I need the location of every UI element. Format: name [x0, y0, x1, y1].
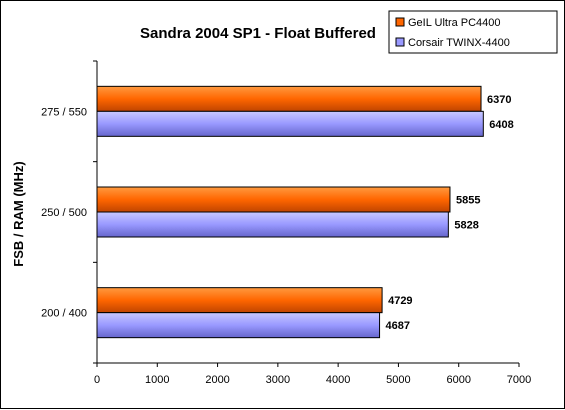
y-tick-label: 250 / 500: [41, 207, 87, 219]
data-label: 5828: [454, 220, 478, 232]
y-tick-label: 275 / 550: [41, 106, 87, 118]
data-label: 6408: [489, 119, 513, 131]
x-tick-label: 6000: [446, 374, 470, 386]
legend: GeIL Ultra PC4400 Corsair TWINX-4400: [388, 10, 558, 54]
bar-corsair: [96, 211, 449, 238]
bar-corsair: [96, 110, 484, 137]
x-tick-label: 7000: [507, 374, 531, 386]
x-tick-label: 3000: [266, 374, 290, 386]
x-tick-label: 5000: [386, 374, 410, 386]
legend-swatch-geil: [395, 17, 405, 27]
x-tick-label: 2000: [205, 374, 229, 386]
chart-title: Sandra 2004 SP1 - Float Buffered: [140, 25, 376, 42]
bar-geil: [96, 287, 383, 314]
data-label: 4687: [386, 320, 410, 332]
x-tick-label: 1000: [145, 374, 169, 386]
legend-swatch-corsair: [395, 37, 405, 47]
plot-area: 0 1000 2000 3000 4000 5000 6000 7000 275 / 550 63…: [41, 60, 531, 386]
y-axis-label: FSB / RAM (MHz): [11, 161, 26, 266]
data-label: 4729: [388, 295, 412, 307]
legend-label-corsair: Corsair TWINX-4400: [408, 37, 510, 49]
legend-label-geil: GeIL Ultra PC4400: [408, 17, 501, 29]
bar-corsair: [96, 312, 381, 339]
bar-geil: [96, 85, 482, 112]
y-tick-label: 200 / 400: [41, 308, 87, 320]
bar-geil: [96, 186, 451, 213]
data-label: 6370: [487, 94, 511, 106]
legend-box: [388, 10, 558, 54]
data-label: 5855: [456, 195, 480, 207]
x-tick-label: 4000: [326, 374, 350, 386]
x-tick-label: 0: [94, 374, 100, 386]
